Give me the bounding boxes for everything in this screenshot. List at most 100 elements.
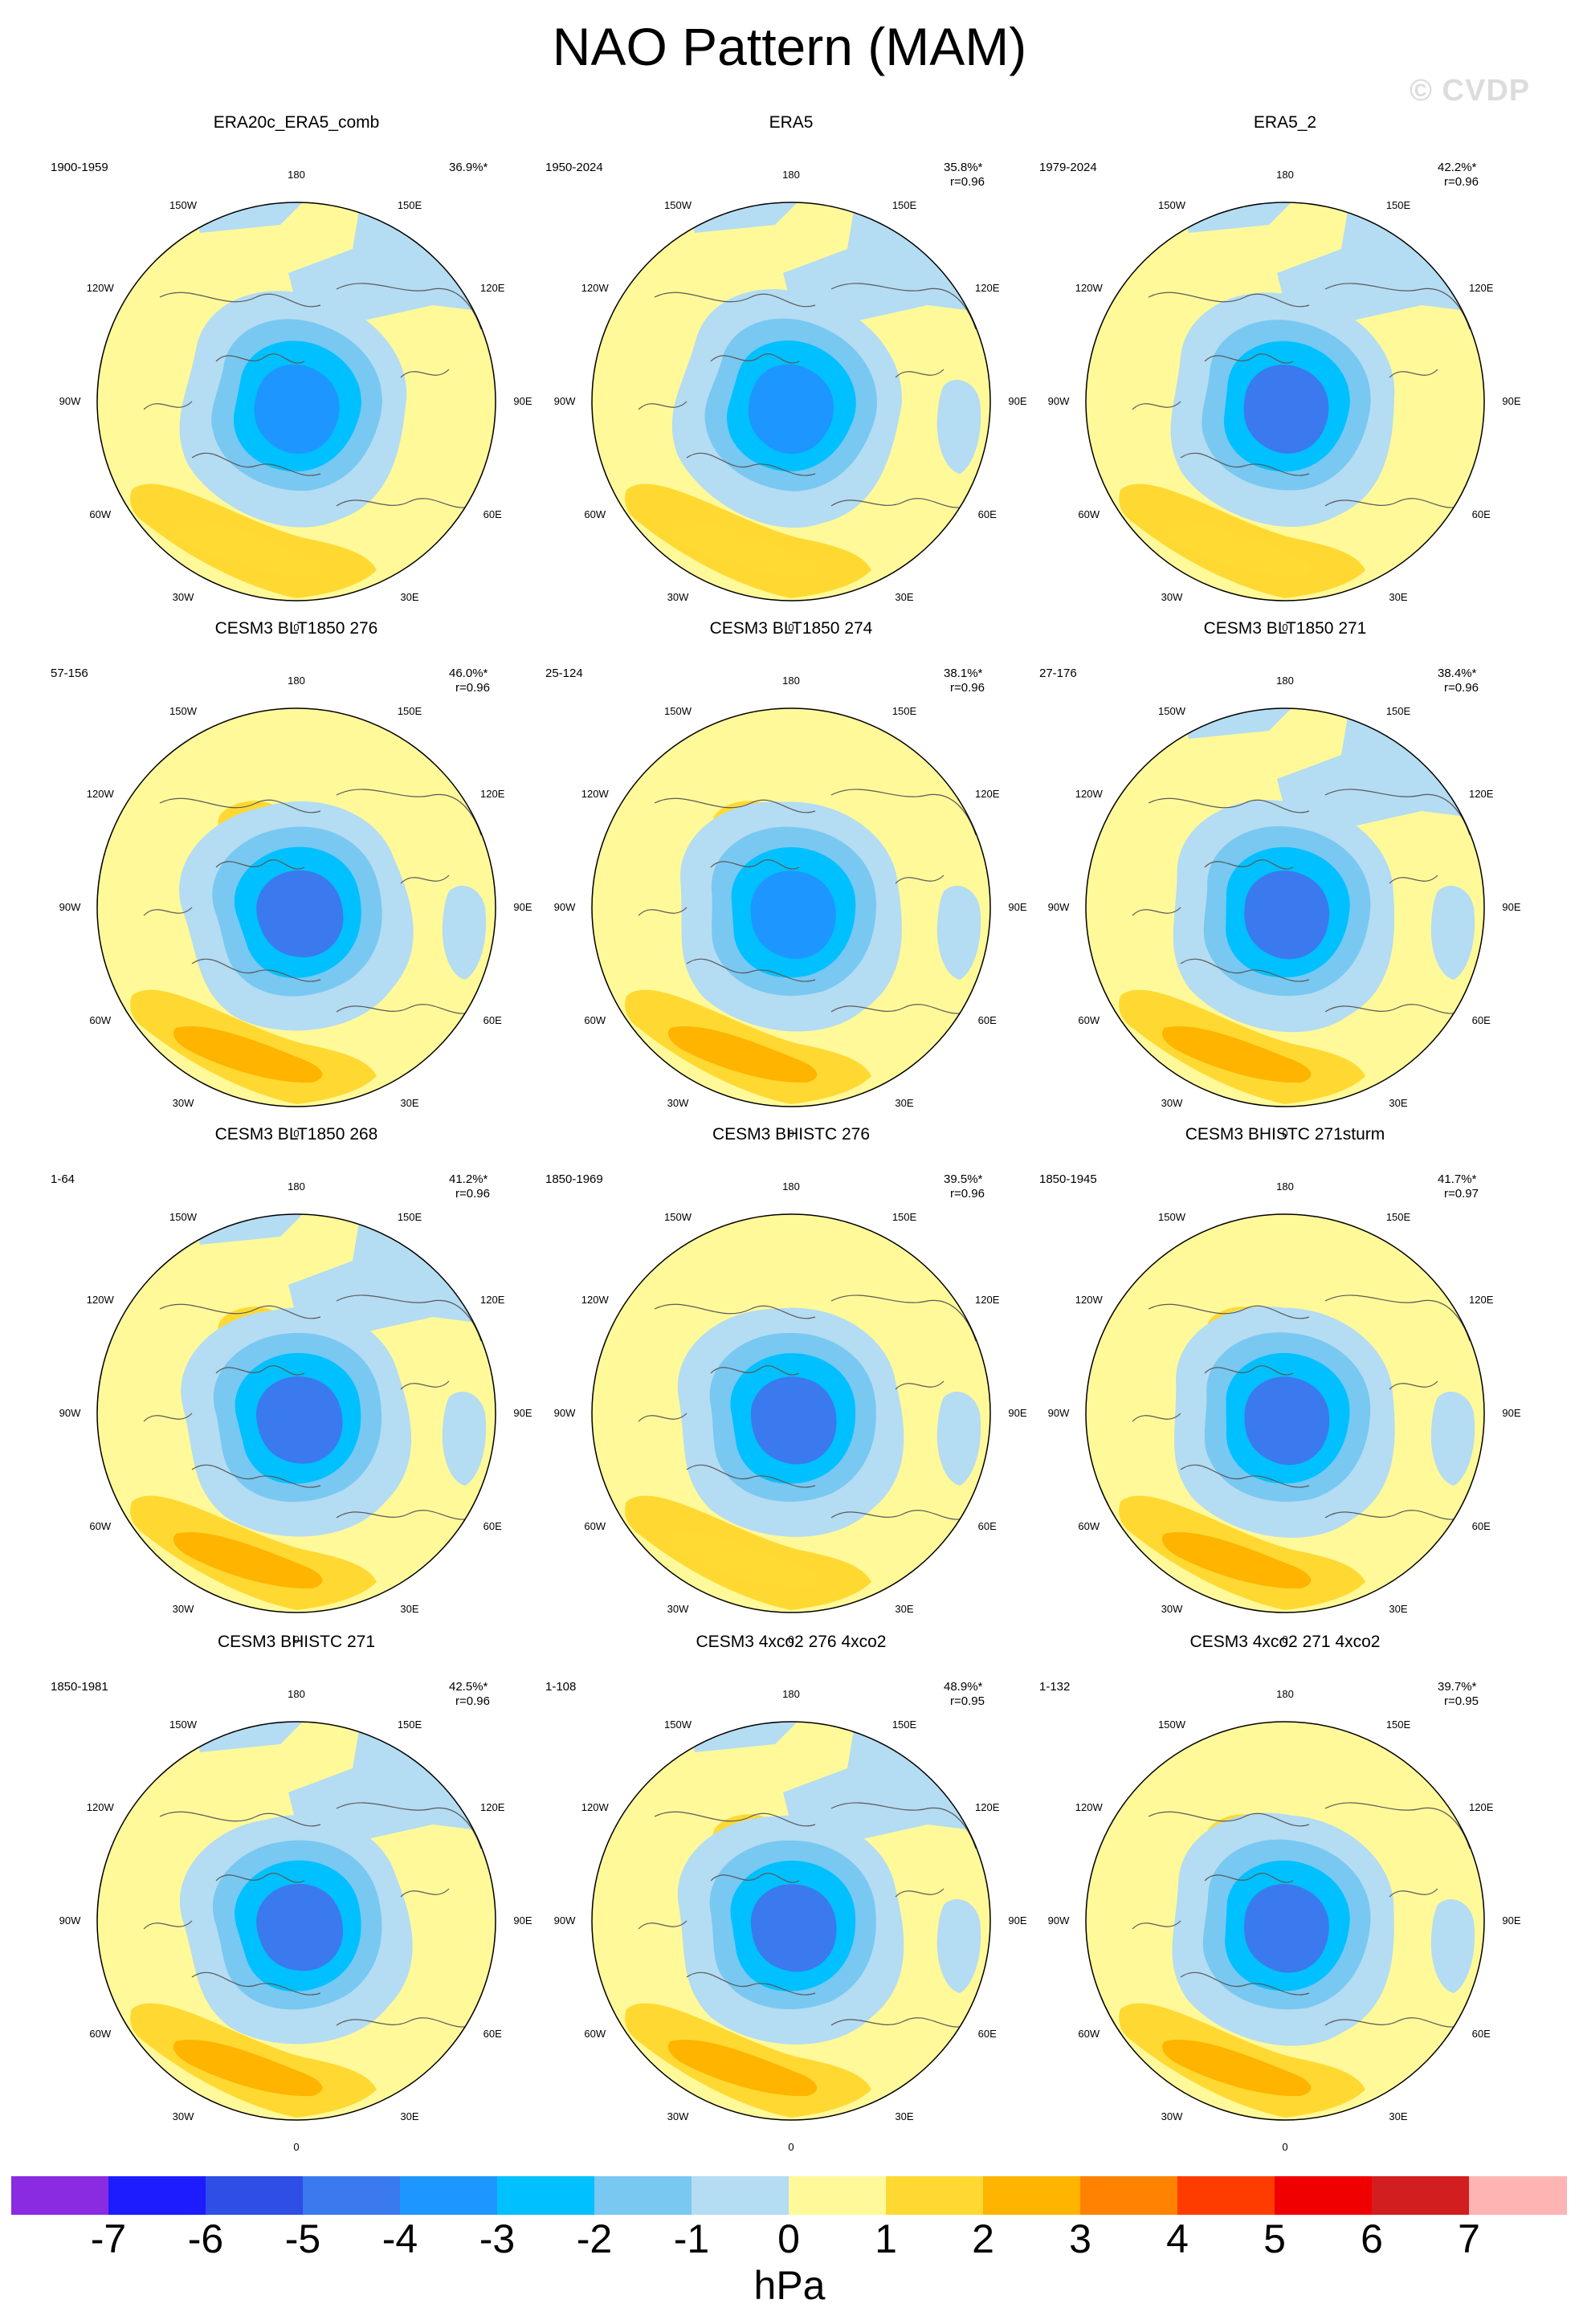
colorbar-cell <box>400 2176 498 2215</box>
map-border <box>591 1213 991 1613</box>
longitude-label: 0 <box>788 622 794 634</box>
map-panel: ERA5_2 1979-2024 42.2%* r=0.96 180 150E 120E 90… <box>1036 112 1534 634</box>
colorbar-tick-label: -6 <box>187 2216 224 2261</box>
longitude-label: 150E <box>892 1718 917 1731</box>
longitude-label: 0 <box>788 1127 794 1140</box>
panel-variance-explained: 41.2%* <box>449 1172 488 1186</box>
panel-pattern-correlation: r=0.96 <box>1444 681 1479 695</box>
panel-years: 1-108 <box>545 1680 577 1694</box>
negative-anomaly-core <box>256 1884 343 1971</box>
negative-anomaly-region <box>442 1391 487 1486</box>
colorbar-cell <box>108 2176 206 2215</box>
map-border <box>591 707 991 1107</box>
negative-anomaly-region <box>1430 1391 1475 1486</box>
longitude-label: 60E <box>483 2028 502 2040</box>
longitude-label: 120E <box>1469 282 1494 294</box>
panel-years: 1-64 <box>51 1172 75 1186</box>
coastlines <box>638 1802 977 2028</box>
figure-title: NAO Pattern (MAM) <box>552 17 1027 76</box>
longitude-label: 60E <box>977 1014 997 1026</box>
longitude-label: 60W <box>1078 508 1100 520</box>
longitude-label: 30E <box>895 1097 914 1110</box>
longitude-label: 150W <box>1158 1718 1185 1731</box>
longitude-label: 30W <box>172 591 194 604</box>
longitude-label: 120E <box>1469 1801 1494 1813</box>
longitude-label: 150E <box>397 1718 422 1731</box>
cvdp-watermark: © CVDP <box>1410 74 1531 108</box>
longitude-label: 60E <box>483 1520 502 1532</box>
longitude-label: 0 <box>788 2141 794 2153</box>
coastlines <box>1132 789 1471 1014</box>
colorbar-cell <box>1469 2176 1567 2215</box>
colorbar-tick-label: 3 <box>1069 2216 1091 2261</box>
coastlines <box>638 283 977 508</box>
negative-anomaly-core <box>1244 1884 1329 1973</box>
polar-map <box>591 707 991 1107</box>
longitude-label: 60E <box>977 2028 997 2040</box>
longitude-label: 0 <box>1282 1633 1288 1645</box>
panel-pattern-correlation: r=0.96 <box>1444 175 1479 189</box>
map-border <box>1085 1721 1485 2121</box>
longitude-label: 90E <box>1008 395 1027 407</box>
panel-title: CESM3 4xco2 271 4xco2 <box>1189 1633 1381 1651</box>
colorbar-tick-label: -5 <box>284 2216 321 2261</box>
negative-anomaly-core <box>256 870 344 957</box>
map-panel: CESM3 BLT1850 274 25-124 38.1%* r=0.96 180 15… <box>542 618 1040 1140</box>
map-border <box>96 1213 496 1613</box>
panel-title: CESM3 BHISTC 271sturm <box>1185 1125 1385 1144</box>
polar-map <box>591 1721 991 2121</box>
longitude-label: 30E <box>400 1097 419 1110</box>
longitude-label: 90E <box>1008 901 1027 913</box>
longitude-label: 90E <box>513 1407 532 1419</box>
coastlines <box>1132 1802 1471 2028</box>
panel-title: CESM3 BLT1850 274 <box>709 619 873 638</box>
longitude-label: 30W <box>667 1097 689 1110</box>
longitude-label: 90W <box>1047 395 1070 407</box>
map-border <box>1085 202 1485 601</box>
longitude-label: 120W <box>581 788 609 800</box>
map-panel: CESM3 BLT1850 276 57-156 46.0%* r=0.96 180 15… <box>47 618 545 1140</box>
map-panel: CESM3 BHISTC 271sturm 1850-1945 41.7%* r=0.… <box>1036 1124 1534 1645</box>
longitude-label: 60E <box>1471 2028 1491 2040</box>
longitude-label: 90W <box>59 901 81 913</box>
longitude-label: 90W <box>1047 1914 1070 1926</box>
coastlines <box>143 283 482 508</box>
longitude-label: 30W <box>172 1603 194 1616</box>
longitude-label: 30W <box>1161 2110 1183 2123</box>
longitude-label: 150E <box>397 1210 422 1223</box>
longitude-label: 30W <box>667 2110 689 2123</box>
polar-map <box>591 202 991 601</box>
map-border <box>591 1721 991 2121</box>
negative-anomaly-core <box>1244 870 1330 960</box>
longitude-label: 60E <box>483 1014 502 1026</box>
panel-pattern-correlation: r=0.95 <box>950 1694 985 1708</box>
positive-anomaly-core <box>1161 2040 1312 2097</box>
panel-variance-explained: 48.9%* <box>944 1680 983 1694</box>
longitude-label: 150E <box>1385 1210 1411 1223</box>
longitude-label: 90W <box>59 1914 81 1926</box>
positive-anomaly-core <box>1161 520 1312 577</box>
longitude-label: 120W <box>1075 282 1103 294</box>
longitude-label: 150E <box>397 704 422 717</box>
longitude-label: 180 <box>782 1180 800 1193</box>
panel-variance-explained: 35.8%* <box>944 161 983 174</box>
longitude-label: 30W <box>172 2110 194 2123</box>
negative-anomaly-core <box>750 870 836 959</box>
longitude-label: 90W <box>553 1407 576 1419</box>
colorbar-cell <box>789 2176 887 2215</box>
positive-anomaly-core <box>667 520 818 577</box>
coastlines <box>1132 283 1471 508</box>
positive-anomaly-core <box>667 2040 818 2097</box>
colorbar-tick-label: -3 <box>479 2216 516 2261</box>
longitude-label: 120E <box>975 788 1000 800</box>
panel-years: 25-124 <box>545 667 583 680</box>
longitude-label: 150W <box>664 1718 692 1731</box>
longitude-label: 30E <box>1389 1097 1408 1110</box>
longitude-label: 150E <box>397 198 422 211</box>
panel-variance-explained: 39.5%* <box>944 1172 983 1186</box>
negative-anomaly-region <box>936 1898 981 1993</box>
longitude-label: 120W <box>1075 788 1103 800</box>
longitude-label: 90E <box>513 395 532 407</box>
longitude-label: 120W <box>1075 1294 1103 1306</box>
longitude-label: 60E <box>483 508 502 520</box>
